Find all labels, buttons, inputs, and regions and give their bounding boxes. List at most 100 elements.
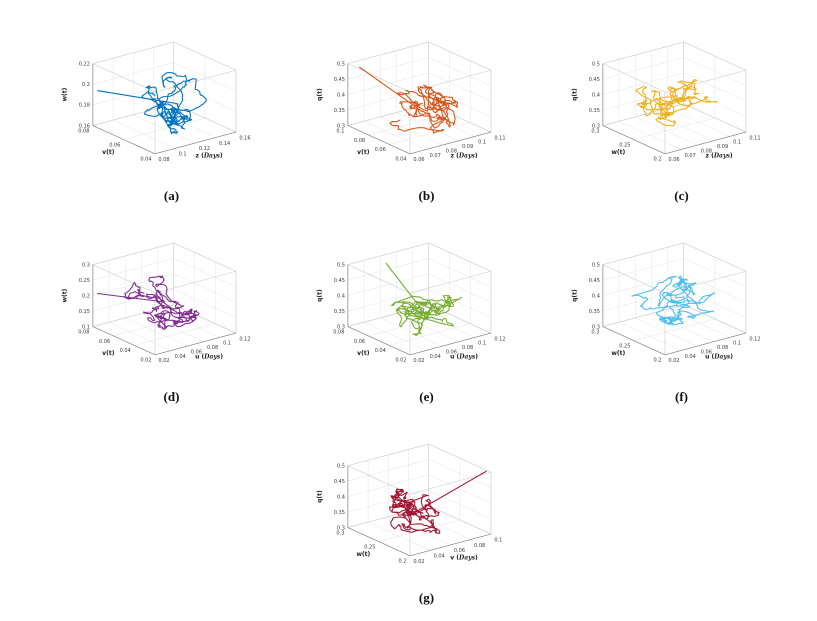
svg-text:0.3: 0.3 [82, 262, 90, 268]
svg-text:0.35: 0.35 [589, 309, 600, 315]
svg-text:0.3: 0.3 [336, 530, 344, 536]
subplot-a: 0.08 0.1 0.12 0.14 0.16 0.04 0.06 0.08 0.16 0.18 0… [50, 6, 293, 203]
svg-text:0.06: 0.06 [375, 147, 386, 153]
subplot-g: 0.02 0.04 0.06 0.08 0.1 0.2 0.25 0.3 0.3 0.35 0.4 0… [305, 408, 548, 605]
svg-text:0.02: 0.02 [158, 358, 169, 364]
svg-text:0.04: 0.04 [175, 354, 186, 360]
svg-text:0.5: 0.5 [337, 61, 345, 67]
svg-text:0.07: 0.07 [685, 153, 696, 159]
svg-text:0.4: 0.4 [592, 92, 600, 98]
svg-text:0.5: 0.5 [337, 463, 345, 469]
svg-text:0.08: 0.08 [354, 138, 365, 144]
svg-text:0.06: 0.06 [99, 339, 110, 345]
svg-text:0.09: 0.09 [462, 144, 473, 150]
svg-text:u (Days): u (Days) [705, 354, 733, 361]
subplot-e: 0.02 0.04 0.06 0.08 0.1 0.12 0.02 0.04 0.06 0.08 0… [305, 207, 548, 404]
svg-text:w(t): w(t) [62, 87, 69, 101]
plot3d-trajectory-d: 0.020.040.060.080.10.120.020.040.060.080… [62, 242, 251, 364]
svg-text:0.02: 0.02 [413, 358, 424, 364]
figure-row-1: 0.08 0.1 0.12 0.14 0.16 0.04 0.06 0.08 0.16 0.18 0… [36, 6, 817, 207]
svg-text:v(t): v(t) [357, 350, 370, 357]
svg-text:0.3: 0.3 [592, 123, 600, 129]
figure-row-3: 0.02 0.04 0.06 0.08 0.1 0.2 0.25 0.3 0.3 0.35 0.4 0… [36, 408, 817, 609]
subplot-c: 0.06 0.07 0.08 0.09 0.1 0.11 0.2 0.25 0.3 0.3 0.35… [560, 6, 803, 203]
svg-text:0.12: 0.12 [494, 336, 505, 342]
svg-text:v(t): v(t) [357, 149, 370, 156]
svg-text:0.5: 0.5 [592, 61, 600, 67]
svg-text:0.09: 0.09 [717, 144, 728, 150]
svg-text:0.02: 0.02 [140, 358, 151, 364]
figure-row-2: 0.02 0.04 0.06 0.08 0.1 0.12 0.02 0.04 0.06 0.08 0… [36, 207, 817, 408]
svg-text:q(t): q(t) [572, 88, 579, 101]
svg-text:v(t): v(t) [102, 350, 115, 357]
svg-text:q(t): q(t) [572, 289, 579, 302]
svg-text:0.04: 0.04 [375, 348, 386, 354]
plot3d-trajectory-c: 0.06 0.07 0.08 0.09 0.1 0.11 0.2 0.25 0.30.3 0.35… [572, 41, 761, 163]
svg-text:0.11: 0.11 [494, 135, 505, 141]
svg-text:0.02: 0.02 [668, 358, 679, 364]
svg-text:0.1: 0.1 [82, 324, 90, 330]
svg-text:0.4: 0.4 [592, 293, 600, 299]
svg-text:0.5: 0.5 [592, 262, 600, 268]
svg-text:0.1: 0.1 [179, 152, 187, 158]
svg-text:0.25: 0.25 [364, 544, 375, 550]
svg-text:0.2: 0.2 [82, 82, 90, 88]
svg-text:0.06: 0.06 [454, 548, 465, 554]
svg-text:q(t): q(t) [317, 289, 324, 302]
subplot-a-caption: (a) [163, 188, 180, 203]
svg-text:v(t): v(t) [102, 149, 115, 156]
svg-text:0.08: 0.08 [207, 345, 218, 351]
svg-text:0.3: 0.3 [591, 329, 599, 335]
svg-text:0.06: 0.06 [354, 339, 365, 345]
svg-text:0.45: 0.45 [334, 479, 345, 485]
svg-text:0.35: 0.35 [334, 108, 345, 114]
svg-text:0.1: 0.1 [733, 341, 741, 347]
svg-text:0.08: 0.08 [78, 128, 89, 134]
svg-text:0.06: 0.06 [668, 157, 679, 163]
svg-text:0.08: 0.08 [446, 148, 457, 154]
subplot-c-caption: (c) [674, 188, 689, 203]
svg-text:0.07: 0.07 [430, 153, 441, 159]
subplot-g-caption: (g) [418, 590, 435, 605]
svg-text:0.14: 0.14 [219, 141, 230, 147]
plot3d-trajectory-f: 0.02 0.04 0.06 0.08 0.1 0.12 0.2 0.25 0.30.3 0.35… [572, 242, 761, 364]
svg-text:0.08: 0.08 [717, 345, 728, 351]
svg-text:0.02: 0.02 [413, 559, 424, 565]
svg-text:0.06: 0.06 [701, 349, 712, 355]
svg-text:0.1: 0.1 [733, 140, 741, 146]
svg-text:0.4: 0.4 [337, 92, 345, 98]
svg-text:0.1: 0.1 [336, 128, 344, 134]
plot3d-trajectory-e: 0.020.040.060.080.10.120.020.040.060.080… [317, 242, 506, 364]
svg-text:w(t): w(t) [62, 288, 69, 302]
svg-text:0.06: 0.06 [413, 157, 424, 163]
svg-text:0.35: 0.35 [334, 309, 345, 315]
svg-text:0.08: 0.08 [78, 329, 89, 335]
svg-text:0.1: 0.1 [494, 537, 502, 543]
svg-text:0.12: 0.12 [749, 336, 760, 342]
svg-text:0.08: 0.08 [333, 329, 344, 335]
svg-text:0.1: 0.1 [478, 341, 486, 347]
svg-text:0.3: 0.3 [337, 525, 345, 531]
subplot-b: 0.06 0.07 0.08 0.09 0.1 0.11 0.04 0.06 0.08 0.1 0.… [305, 6, 548, 203]
svg-text:q(t): q(t) [317, 490, 324, 503]
svg-text:0.08: 0.08 [701, 148, 712, 154]
svg-text:0.45: 0.45 [334, 77, 345, 83]
subplot-b-caption: (b) [418, 188, 435, 203]
svg-text:0.35: 0.35 [589, 108, 600, 114]
svg-text:0.25: 0.25 [619, 343, 630, 349]
plot3d-trajectory-g: 0.02 0.04 0.06 0.08 0.1 0.2 0.25 0.30.3 0.35 0.4 0… [317, 443, 502, 565]
svg-text:v (Days): v (Days) [450, 555, 478, 562]
svg-text:0.25: 0.25 [619, 142, 630, 148]
svg-text:0.5: 0.5 [337, 262, 345, 268]
plot3d-trajectory-a: 0.080.10.120.140.160.040.060.080.160.180… [62, 41, 251, 163]
subplot-e-caption: (e) [419, 389, 434, 404]
svg-text:0.12: 0.12 [239, 336, 250, 342]
svg-text:u (Days): u (Days) [450, 354, 478, 361]
svg-text:0.08: 0.08 [158, 157, 169, 163]
svg-text:0.04: 0.04 [434, 554, 445, 560]
svg-text:0.02: 0.02 [395, 358, 406, 364]
svg-text:0.08: 0.08 [462, 345, 473, 351]
svg-text:0.18: 0.18 [79, 103, 90, 109]
svg-text:z (Days): z (Days) [195, 153, 222, 160]
